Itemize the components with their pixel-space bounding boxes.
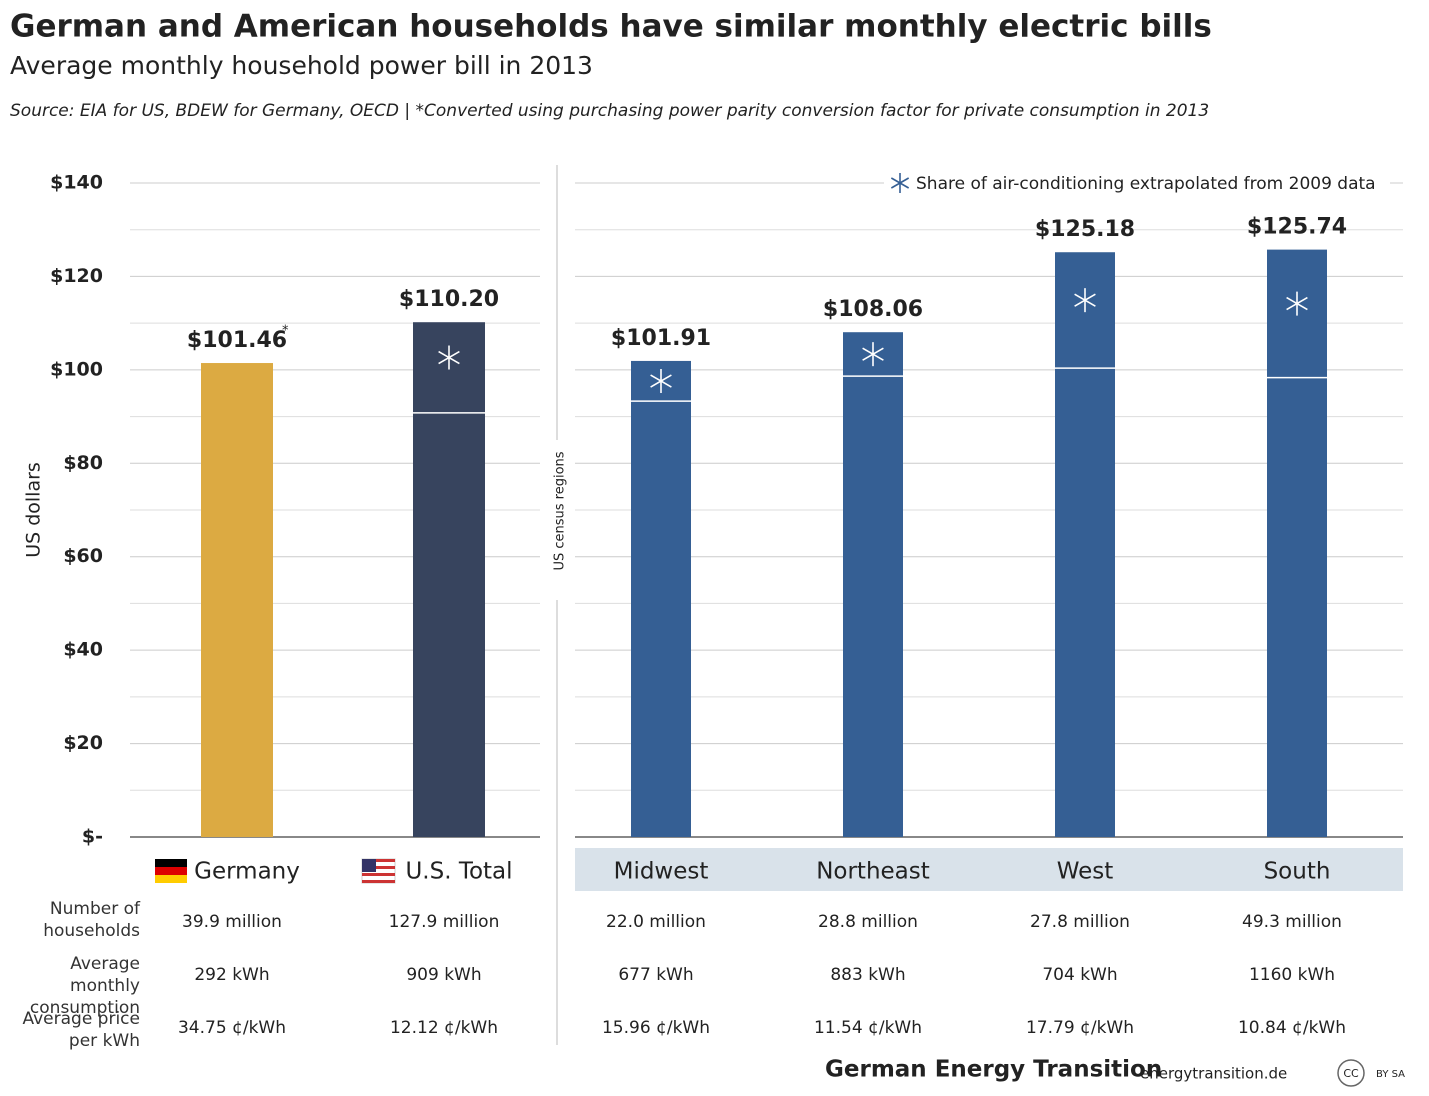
table-cell: 12.12 ¢/kWh — [390, 1018, 498, 1038]
table-cell: 34.75 ¢/kWh — [178, 1018, 286, 1038]
value-label: $125.18 — [1035, 217, 1135, 242]
chart-subtitle: Average monthly household power bill in … — [10, 51, 593, 80]
flag-us — [361, 858, 396, 884]
y-tick-label: $60 — [63, 545, 103, 567]
table-cell: 28.8 million — [818, 912, 918, 932]
row-label: Average monthly consumption — [29, 954, 140, 1018]
row-label: Number of households — [43, 899, 140, 941]
site: energytransition.de — [1140, 1065, 1287, 1083]
flag-germany — [155, 859, 187, 883]
value-label: $125.74 — [1247, 215, 1347, 240]
row-label: Average price per kWh — [22, 1009, 140, 1051]
y-axis-label: US dollars — [23, 462, 45, 558]
value-label: $110.20 — [399, 287, 499, 312]
x-tick-label: Northeast — [816, 859, 930, 885]
y-tick-label: $- — [82, 826, 103, 848]
table-cell: 909 kWh — [406, 965, 481, 985]
source-note: Source: EIA for US, BDEW for Germany, OE… — [10, 101, 1209, 121]
snowflake — [438, 345, 460, 370]
table-cell: 677 kWh — [618, 965, 693, 985]
x-tick-label: Midwest — [614, 859, 709, 885]
snowflake — [890, 173, 910, 193]
value-label: $101.91 — [611, 326, 711, 351]
table-cell: 11.54 ¢/kWh — [814, 1018, 922, 1038]
table-cell: 883 kWh — [830, 965, 905, 985]
y-tick-label: $40 — [63, 639, 103, 661]
bar — [631, 360, 691, 837]
table-cell: 10.84 ¢/kWh — [1238, 1018, 1346, 1038]
x-tick-label: U.S. Total — [405, 859, 512, 885]
license: BY SA — [1376, 1069, 1405, 1080]
footnote-marker: * — [282, 324, 289, 339]
snowflake — [1074, 288, 1096, 313]
legend-bg — [884, 170, 1390, 196]
bar — [843, 332, 903, 837]
snowflake — [650, 369, 672, 394]
divider-gap — [547, 440, 567, 600]
snowflake — [862, 342, 884, 367]
y-tick-label: $120 — [50, 265, 103, 287]
table-cell: 49.3 million — [1242, 912, 1342, 932]
y-tick-label: $20 — [63, 732, 103, 754]
x-tick-label: Germany — [194, 859, 300, 885]
table-cell: 1160 kWh — [1249, 965, 1335, 985]
bar — [1267, 249, 1327, 838]
table-cell: 15.96 ¢/kWh — [602, 1018, 710, 1038]
cc-text: CC — [1343, 1067, 1359, 1080]
bar — [1055, 252, 1115, 837]
cc-icon — [1337, 1059, 1365, 1087]
table-cell: 127.9 million — [389, 912, 500, 932]
region-band — [575, 848, 1403, 891]
snowflake — [1286, 291, 1308, 316]
table-cell: 292 kWh — [194, 965, 269, 985]
table-cell: 39.9 million — [182, 912, 282, 932]
y-tick-label: $100 — [50, 358, 103, 380]
table-cell: 704 kWh — [1042, 965, 1117, 985]
y-tick-label: $140 — [50, 172, 103, 194]
divider-label: US census regions — [553, 451, 568, 570]
bar — [201, 363, 273, 837]
x-tick-label: West — [1057, 859, 1114, 885]
x-tick-label: South — [1264, 859, 1331, 885]
legend-label: Share of air-conditioning extrapolated f… — [916, 174, 1376, 194]
value-label: $101.46 — [187, 328, 287, 353]
table-cell: 22.0 million — [606, 912, 706, 932]
table-cell: 17.79 ¢/kWh — [1026, 1018, 1134, 1038]
y-tick-label: $80 — [63, 452, 103, 474]
value-label: $108.06 — [823, 297, 923, 322]
table-cell: 27.8 million — [1030, 912, 1130, 932]
bar — [413, 322, 485, 837]
brand: German Energy Transition — [825, 1057, 1162, 1083]
chart-title: German and American households have simi… — [10, 9, 1212, 45]
